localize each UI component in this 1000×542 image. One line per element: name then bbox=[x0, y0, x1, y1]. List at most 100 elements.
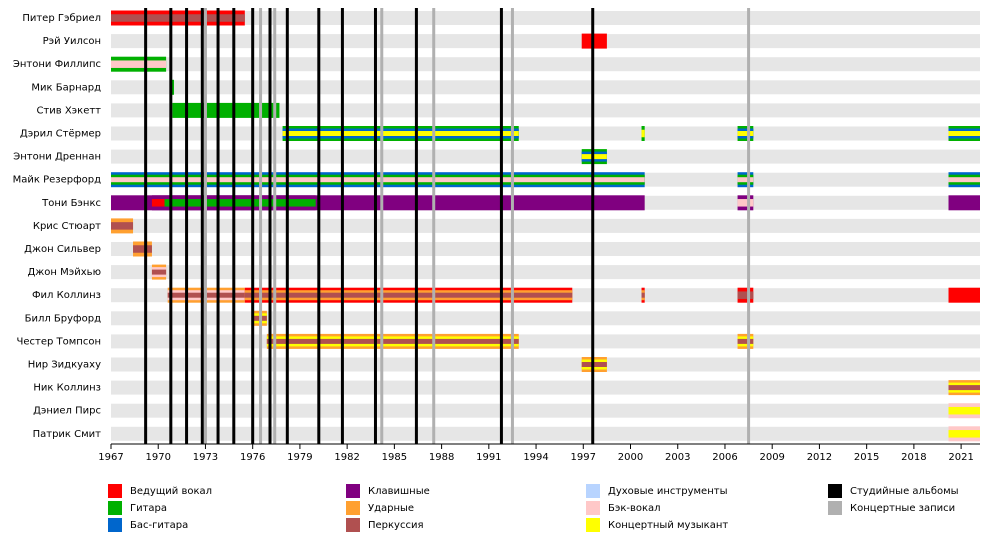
legend-swatch bbox=[828, 501, 842, 515]
legend-label: Духовые инструменты bbox=[608, 486, 727, 497]
member-bar bbox=[948, 385, 980, 391]
member-name: Дэниел Пирс bbox=[33, 406, 101, 417]
member-name: Ник Коллинз bbox=[33, 383, 101, 394]
member-name: Рэй Уилсон bbox=[43, 36, 101, 47]
x-tick-label: 2012 bbox=[807, 452, 832, 463]
x-tick-label: 2000 bbox=[618, 452, 643, 463]
member-name: Джон Мэйхью bbox=[27, 267, 101, 278]
x-tick-label: 1982 bbox=[334, 452, 359, 463]
row-band bbox=[111, 380, 980, 395]
legend-label: Концертные записи bbox=[850, 503, 955, 514]
row-band bbox=[111, 80, 980, 95]
member-name: Майк Резерфорд bbox=[13, 175, 101, 186]
legend-swatch bbox=[346, 484, 360, 498]
legend-label: Бэк-вокал bbox=[608, 503, 661, 514]
legend-swatch bbox=[108, 501, 122, 515]
member-name: Дэрил Стёрмер bbox=[20, 129, 101, 140]
member-bar bbox=[737, 131, 754, 136]
member-bar bbox=[581, 362, 607, 367]
member-bar bbox=[948, 195, 980, 211]
member-bar bbox=[170, 79, 174, 95]
legend-label: Ударные bbox=[368, 503, 414, 514]
row-band bbox=[111, 11, 980, 25]
x-tick-label: 2015 bbox=[854, 452, 879, 463]
member-bar bbox=[737, 291, 754, 299]
member-name: Энтони Дреннан bbox=[13, 152, 101, 163]
member-name: Фил Коллинз bbox=[32, 290, 101, 301]
legend-label: Студийные альбомы bbox=[850, 486, 959, 497]
member-bar bbox=[641, 129, 645, 138]
member-name: Питер Гэбриел bbox=[22, 13, 101, 24]
row-band bbox=[111, 57, 980, 72]
legend-label: Ведущий вокал bbox=[130, 486, 212, 497]
x-tick-label: 2006 bbox=[712, 452, 737, 463]
member-name: Джон Сильвер bbox=[24, 244, 101, 255]
member-bar bbox=[151, 199, 165, 207]
x-tick-label: 1991 bbox=[476, 452, 501, 463]
x-tick-label: 1970 bbox=[146, 452, 171, 463]
member-bar bbox=[282, 131, 519, 136]
x-tick-label: 2018 bbox=[901, 452, 926, 463]
legend-swatch bbox=[346, 501, 360, 515]
legend-label: Гитара bbox=[130, 503, 167, 514]
legend-label: Бас-гитара bbox=[130, 520, 188, 531]
legend-swatch bbox=[108, 484, 122, 498]
member-bar bbox=[164, 199, 316, 207]
row-band bbox=[111, 34, 980, 49]
member-bar bbox=[737, 338, 754, 344]
legend-swatch bbox=[586, 518, 600, 532]
member-bar bbox=[948, 430, 980, 438]
member-bar bbox=[948, 131, 980, 136]
row-band bbox=[111, 265, 980, 280]
member-name: Мик Барнард bbox=[31, 82, 101, 93]
legend-label: Клавишные bbox=[368, 486, 430, 497]
member-bar bbox=[948, 406, 980, 415]
row-band bbox=[111, 126, 980, 141]
member-name: Стив Хэкетт bbox=[36, 105, 101, 116]
member-bar bbox=[948, 287, 980, 303]
row-band bbox=[111, 311, 980, 326]
member-bar bbox=[111, 14, 245, 22]
legend-swatch bbox=[346, 518, 360, 532]
member-bar bbox=[737, 177, 754, 183]
row-band bbox=[111, 403, 980, 418]
row-band bbox=[111, 334, 980, 349]
legend-swatch bbox=[586, 501, 600, 515]
legend-label: Концертный музыкант bbox=[608, 520, 728, 531]
row-band bbox=[111, 103, 980, 118]
member-bar bbox=[172, 102, 280, 118]
x-tick-label: 1967 bbox=[98, 452, 123, 463]
member-name: Тони Бэнкс bbox=[41, 198, 101, 209]
member-bar bbox=[737, 199, 754, 207]
member-bar bbox=[266, 338, 519, 344]
row-band bbox=[111, 149, 980, 164]
member-name: Крис Стюарт bbox=[33, 221, 101, 232]
x-tick-label: 1973 bbox=[193, 452, 218, 463]
legend-swatch bbox=[108, 518, 122, 532]
legend-swatch bbox=[586, 484, 600, 498]
member-bar bbox=[581, 33, 607, 49]
member-bar bbox=[111, 177, 645, 183]
member-name: Энтони Филлипс bbox=[13, 59, 101, 70]
row-band bbox=[111, 218, 980, 233]
member-bar bbox=[151, 269, 167, 275]
member-name: Нир Зидкуаху bbox=[28, 360, 101, 371]
x-tick-label: 2021 bbox=[948, 452, 973, 463]
x-tick-label: 1979 bbox=[287, 452, 312, 463]
x-tick-label: 2009 bbox=[759, 452, 784, 463]
member-bar bbox=[133, 245, 152, 253]
member-bar bbox=[111, 222, 134, 230]
member-name: Честер Томпсон bbox=[17, 336, 101, 347]
member-name: Патрик Смит bbox=[33, 429, 102, 440]
x-tick-label: 1994 bbox=[523, 452, 548, 463]
member-bar bbox=[948, 177, 980, 183]
x-tick-label: 1997 bbox=[571, 452, 596, 463]
row-band bbox=[111, 242, 980, 256]
legend-label: Перкуссия bbox=[368, 520, 424, 531]
member-bar bbox=[244, 292, 573, 298]
row-band bbox=[111, 357, 980, 372]
x-tick-label: 1985 bbox=[382, 452, 407, 463]
x-tick-label: 1988 bbox=[429, 452, 454, 463]
legend-swatch bbox=[828, 484, 842, 498]
